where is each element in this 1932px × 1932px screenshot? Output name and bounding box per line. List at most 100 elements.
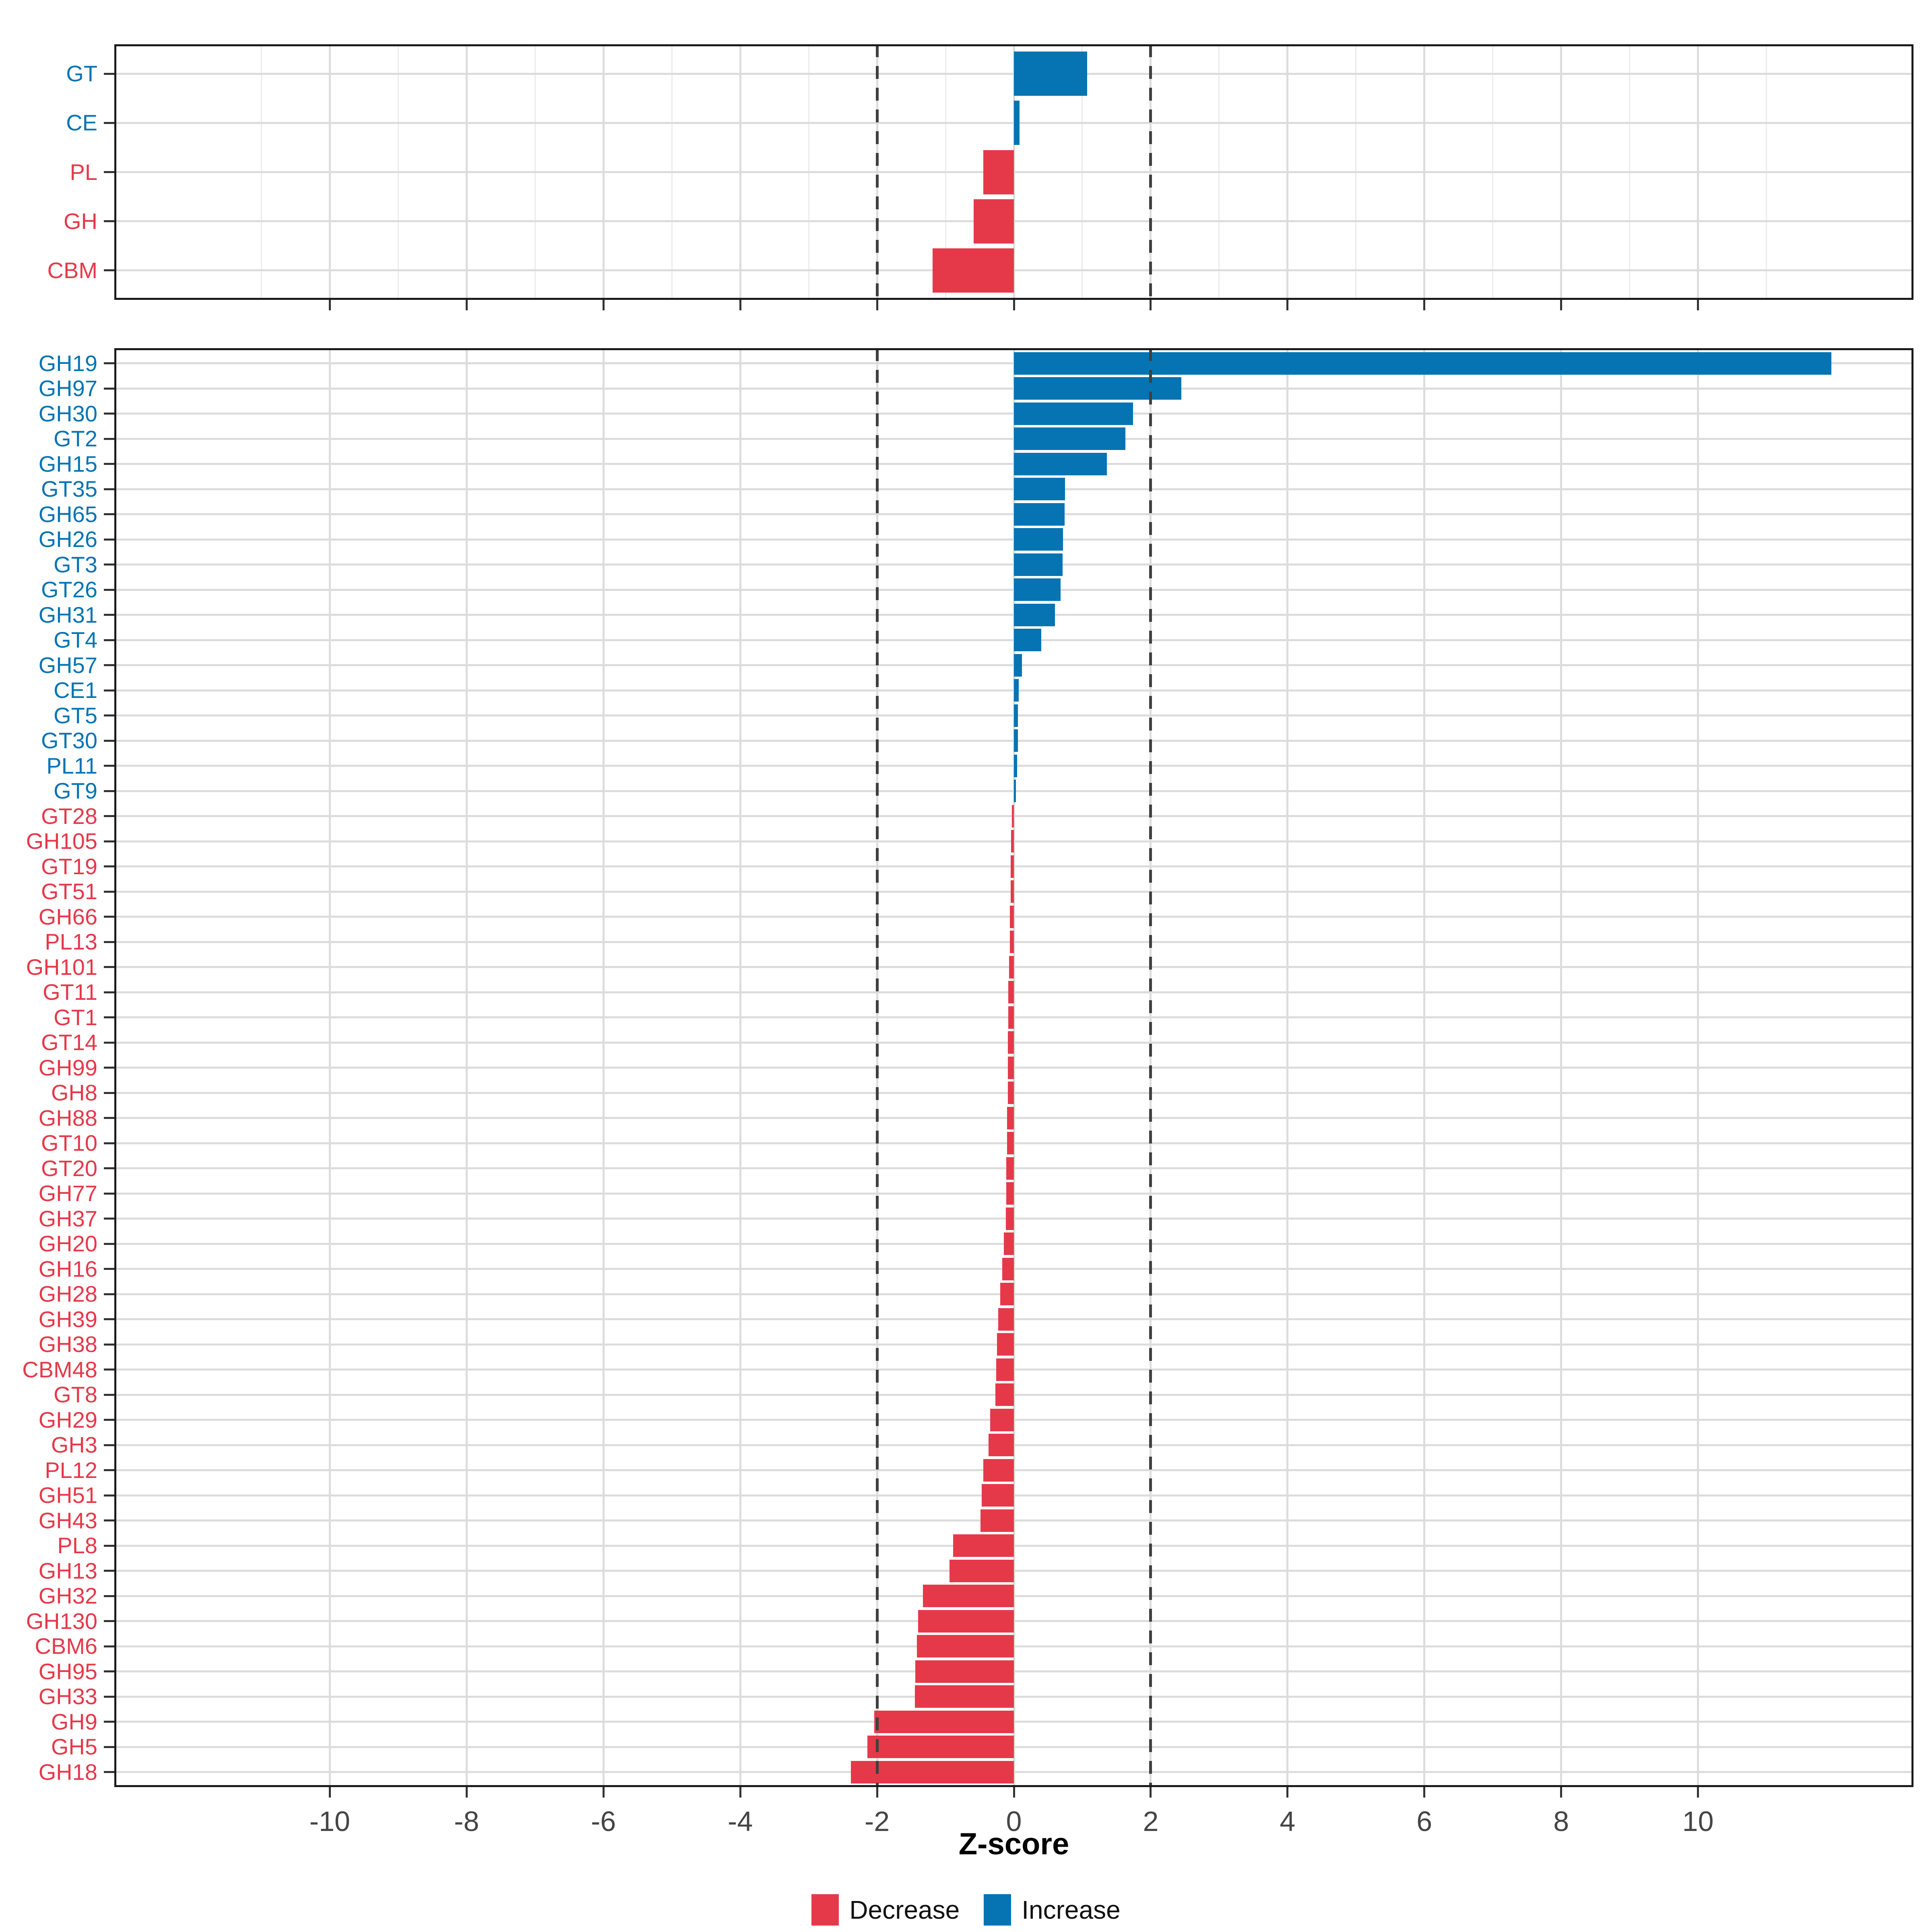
bar-GT2 [1014,427,1126,450]
y-tick [104,1318,114,1320]
bar-GH30 [1014,402,1133,425]
bar-GH57 [1014,654,1022,677]
bar-PL [983,150,1014,194]
bar-PL13 [1009,931,1014,953]
y-tick [104,1721,114,1723]
category-label-GT35: GT35 [41,476,97,502]
category-gridline [114,1167,1913,1169]
category-gridline [114,1570,1913,1572]
category-label-GH43: GH43 [38,1507,97,1533]
y-tick [104,1167,114,1169]
category-label-CBM6: CBM6 [35,1633,97,1659]
bar-GH5 [867,1736,1014,1758]
category-label-GH65: GH65 [38,501,97,527]
y-tick [104,840,114,842]
x-tick [602,300,605,310]
category-gridline [114,1771,1913,1773]
category-gridline [114,1268,1913,1270]
y-tick [104,689,114,691]
y-tick [104,1570,114,1572]
bar-GT4 [1014,629,1041,651]
bar-GH37 [1005,1207,1014,1230]
category-gridline [114,1067,1913,1069]
category-label-PL: PL [70,159,98,185]
bar-GH97 [1014,377,1182,400]
category-gridline [114,966,1913,968]
category-gridline [114,1620,1913,1622]
y-tick [104,890,114,893]
cazyme-family-panel [114,348,1913,1787]
x-tick [1150,1787,1152,1798]
y-tick [104,1092,114,1094]
bar-CBM [932,248,1014,293]
category-gridline [114,1393,1913,1396]
category-label-GT19: GT19 [41,853,97,879]
category-label-GH30: GH30 [38,400,97,426]
bar-GT28 [1011,805,1014,828]
y-tick [104,1519,114,1521]
bar-CE1 [1014,679,1019,702]
bar-GH13 [949,1559,1014,1582]
x-tick [1150,300,1152,310]
bar-GH33 [914,1685,1014,1708]
y-tick [104,1117,114,1119]
category-label-GH97: GH97 [38,376,97,401]
y-tick [104,463,114,465]
category-label-GH88: GH88 [38,1105,97,1131]
category-gridline [114,1368,1913,1371]
category-label-GH8: GH8 [51,1080,97,1105]
category-label-GT5: GT5 [54,702,97,728]
category-label-GH130: GH130 [26,1608,97,1634]
x-tick-label-0: 0 [1006,1806,1022,1837]
bar-GH130 [918,1610,1014,1633]
bar-GH16 [1002,1257,1014,1280]
category-label-CE1: CE1 [54,677,97,703]
y-tick [104,941,114,943]
category-label-GH16: GH16 [38,1256,97,1282]
category-gridline [114,1494,1913,1496]
y-tick [104,739,114,742]
y-tick [104,1016,114,1018]
bar-PL11 [1014,754,1018,777]
category-label-GT14: GT14 [41,1030,97,1055]
bar-GT14 [1007,1031,1014,1054]
category-label-GH15: GH15 [38,451,97,477]
category-gridline [114,1544,1913,1547]
category-gridline [114,1469,1913,1471]
category-label-GT4: GT4 [54,627,97,652]
category-gridline [114,269,1913,272]
x-tick [1697,300,1699,310]
category-label-GH101: GH101 [26,954,97,980]
y-tick [104,639,114,641]
bar-GH [973,199,1014,244]
y-tick [104,1746,114,1748]
category-label-GH77: GH77 [38,1181,97,1206]
category-label-GT30: GT30 [41,728,97,753]
category-label-GH51: GH51 [38,1482,97,1508]
category-label-GT11: GT11 [43,979,97,1005]
y-tick [104,714,114,716]
y-tick [104,1620,114,1622]
bar-GH66 [1009,905,1014,928]
y-tick [104,966,114,968]
y-tick [104,991,114,993]
bar-GT3 [1014,553,1063,576]
category-gridline [114,1645,1913,1647]
y-tick [104,765,114,767]
x-tick-label--8: -8 [454,1806,479,1837]
y-tick [104,1067,114,1069]
category-label-PL8: PL8 [57,1533,97,1558]
category-gridline [114,941,1913,943]
y-tick [104,1142,114,1144]
y-tick [104,790,114,792]
y-tick [104,362,114,364]
y-tick [104,1192,114,1195]
category-gridline [114,1293,1913,1295]
category-label-GH39: GH39 [38,1306,97,1332]
category-gridline [114,1016,1913,1018]
category-label-GH20: GH20 [38,1231,97,1256]
y-tick [104,1368,114,1371]
category-gridline [114,1343,1913,1346]
category-label-GH66: GH66 [38,904,97,929]
y-tick [104,1293,114,1295]
